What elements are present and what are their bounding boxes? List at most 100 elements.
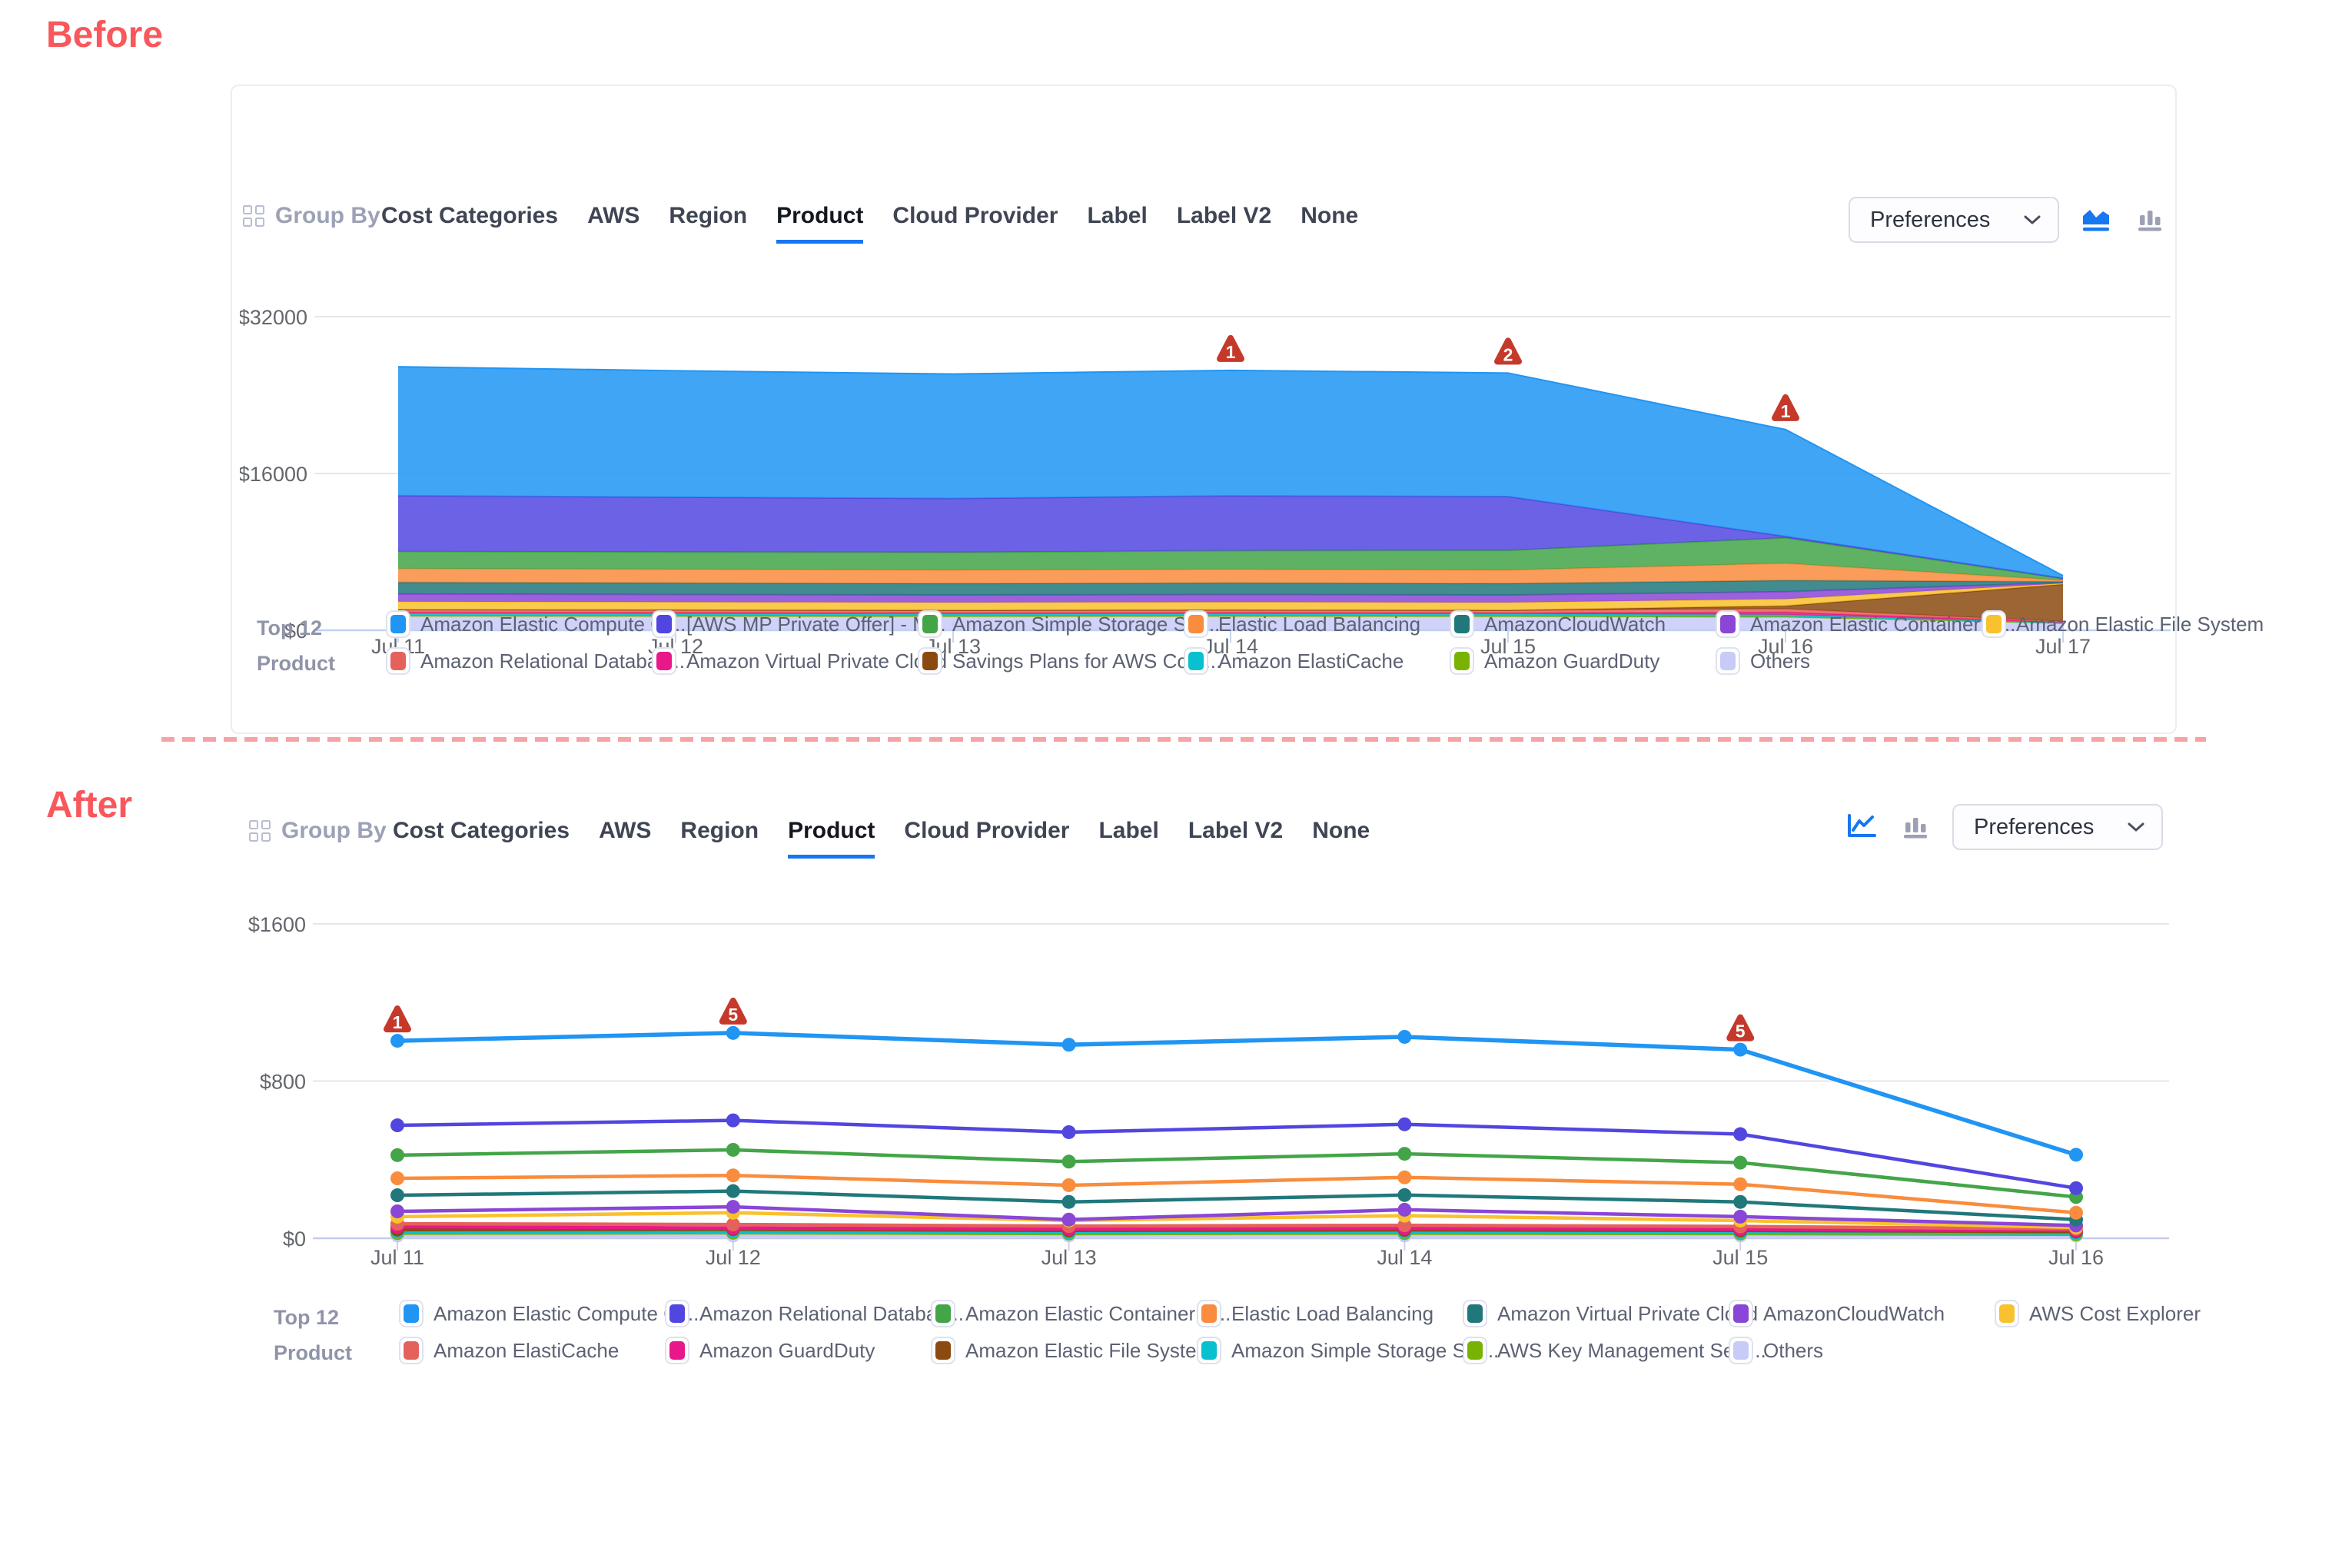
legend-swatch-icon bbox=[1450, 647, 1474, 675]
tab-region[interactable]: Region bbox=[669, 203, 748, 228]
legend-item[interactable]: Amazon Relational Databas... bbox=[386, 647, 685, 675]
legend-item[interactable]: Amazon Virtual Private Cloud bbox=[1463, 1300, 1758, 1327]
legend-label: Amazon Elastic File System bbox=[2016, 612, 2264, 636]
tab-cost-categories[interactable]: Cost Categories bbox=[381, 203, 559, 228]
svg-text:$1600: $1600 bbox=[248, 915, 306, 936]
dashed-divider bbox=[161, 737, 2206, 742]
legend-label: Savings Plans for AWS Com... bbox=[952, 649, 1222, 673]
bar-chart-icon[interactable] bbox=[1899, 811, 1932, 843]
legend-swatch-icon bbox=[1184, 610, 1208, 638]
legend-item[interactable]: Amazon GuardDuty bbox=[1450, 647, 1716, 675]
bar-chart-icon[interactable] bbox=[2133, 204, 2167, 236]
legend-item[interactable]: AmazonCloudWatch bbox=[1450, 610, 1716, 638]
svg-text:2: 2 bbox=[1503, 344, 1513, 364]
svg-text:Jul 12: Jul 12 bbox=[706, 1246, 761, 1269]
legend-swatch-icon bbox=[1729, 1337, 1753, 1364]
svg-text:5: 5 bbox=[728, 1005, 738, 1025]
legend-label: Elastic Load Balancing bbox=[1231, 1301, 1434, 1325]
tab-cloud-provider[interactable]: Cloud Provider bbox=[892, 203, 1058, 228]
after-header: Group By Cost Categories AWS Region Product… bbox=[231, 792, 2177, 884]
legend-label: Amazon Relational Databas... bbox=[420, 649, 685, 673]
legend-item[interactable]: Amazon Elastic Compute Cl... bbox=[386, 610, 686, 638]
tab-aws[interactable]: AWS bbox=[599, 818, 652, 843]
legend-title: Top 12 Product bbox=[274, 1306, 353, 1364]
legend-swatch-icon bbox=[1716, 647, 1740, 675]
legend-item[interactable]: AWS Key Management Serv... bbox=[1463, 1337, 1766, 1364]
legend-item[interactable]: Amazon Elastic File System bbox=[931, 1337, 1213, 1364]
after-controls: Preferences bbox=[1845, 804, 2163, 850]
legend-item[interactable]: Amazon Elastic Container S... bbox=[931, 1300, 1231, 1327]
legend-label: Amazon GuardDuty bbox=[1484, 649, 1660, 673]
legend-item[interactable]: Elastic Load Balancing bbox=[1197, 1300, 1463, 1327]
legend-item[interactable]: Amazon GuardDuty bbox=[665, 1337, 931, 1364]
tab-none[interactable]: None bbox=[1312, 818, 1370, 843]
group-by-grid-icon bbox=[249, 820, 271, 842]
legend-swatch-icon bbox=[1197, 1300, 1221, 1327]
legend-item[interactable]: Amazon Simple Storage Ser... bbox=[918, 610, 1220, 638]
legend-item[interactable]: Others bbox=[1729, 1337, 1995, 1364]
legend-item[interactable]: Others bbox=[1716, 647, 1982, 675]
legend-swatch-icon bbox=[399, 1300, 424, 1327]
legend-item[interactable]: Amazon ElastiCache bbox=[399, 1337, 665, 1364]
legend-item[interactable]: Savings Plans for AWS Com... bbox=[918, 647, 1221, 675]
legend-item[interactable]: Amazon Virtual Private Cloud bbox=[652, 647, 947, 675]
tab-label-v2[interactable]: Label V2 bbox=[1176, 203, 1272, 228]
legend-label: [AWS MP Private Offer] - M... bbox=[686, 612, 946, 636]
svg-text:Jul 16: Jul 16 bbox=[1758, 635, 1813, 658]
legend-items: Amazon Elastic Compute Cl... [AWS MP Priv… bbox=[386, 606, 2264, 679]
legend-item[interactable]: Amazon Relational Databas... bbox=[665, 1300, 964, 1327]
tab-label-v2[interactable]: Label V2 bbox=[1188, 818, 1284, 843]
legend-label: Elastic Load Balancing bbox=[1218, 612, 1421, 636]
legend-item[interactable]: Amazon ElastiCache bbox=[1184, 647, 1450, 675]
svg-text:1: 1 bbox=[1226, 342, 1236, 362]
tab-product[interactable]: Product bbox=[776, 203, 864, 244]
tab-product[interactable]: Product bbox=[788, 818, 875, 859]
group-by-label: Group By bbox=[275, 203, 380, 228]
legend-item[interactable]: Amazon Simple Storage Ser... bbox=[1197, 1337, 1499, 1364]
legend-label: Amazon Elastic Compute Cl... bbox=[420, 612, 686, 636]
tab-cloud-provider[interactable]: Cloud Provider bbox=[904, 818, 1070, 843]
legend-label: Amazon Virtual Private Cloud bbox=[686, 649, 948, 673]
tab-label[interactable]: Label bbox=[1098, 818, 1159, 843]
legend-item[interactable]: AWS Cost Explorer bbox=[1995, 1300, 2261, 1327]
area-chart-icon[interactable] bbox=[2079, 204, 2113, 236]
legend-item[interactable]: Amazon Elastic Compute Cl... bbox=[399, 1300, 699, 1327]
legend-label: Others bbox=[1750, 649, 1811, 673]
legend-swatch-icon bbox=[1463, 1300, 1487, 1327]
preferences-button[interactable]: Preferences bbox=[1952, 804, 2163, 850]
alert-annotation-icon: 1 bbox=[384, 1005, 411, 1032]
preferences-label: Preferences bbox=[1870, 207, 1991, 232]
legend-label: AWS Key Management Serv... bbox=[1497, 1338, 1766, 1362]
legend-item[interactable]: [AWS MP Private Offer] - M... bbox=[652, 610, 946, 638]
legend-swatch-icon bbox=[399, 1337, 424, 1364]
tab-cost-categories[interactable]: Cost Categories bbox=[393, 818, 570, 843]
preferences-button[interactable]: Preferences bbox=[1849, 197, 2059, 243]
legend-item[interactable]: Amazon Elastic File System bbox=[1982, 610, 2264, 638]
after-chart[interactable]: $0 $800 $1600 Jul 11 Jul 12 Jul 13 Jul 14 Jul 1… bbox=[238, 915, 2175, 1284]
alert-annotation-icon: 1 bbox=[1217, 334, 1244, 362]
line-chart-icon[interactable] bbox=[1845, 811, 1879, 843]
legend-swatch-icon bbox=[1729, 1300, 1753, 1327]
svg-text:Jul 14: Jul 14 bbox=[1203, 635, 1258, 658]
alert-annotation-icon: 5 bbox=[719, 997, 747, 1025]
legend-item[interactable]: Amazon Elastic Container S... bbox=[1716, 610, 2015, 638]
legend-item[interactable]: AmazonCloudWatch bbox=[1729, 1300, 1995, 1327]
legend-swatch-icon bbox=[1716, 610, 1740, 638]
before-controls: Preferences bbox=[1849, 197, 2167, 243]
tab-aws[interactable]: AWS bbox=[587, 203, 640, 228]
legend-swatch-icon bbox=[1463, 1337, 1487, 1364]
legend-swatch-icon bbox=[652, 647, 676, 675]
alert-annotation-icon: 5 bbox=[1726, 1014, 1755, 1041]
before-header: Group By Cost Categories AWS Region Product… bbox=[232, 86, 2175, 244]
tab-region[interactable]: Region bbox=[680, 818, 759, 843]
group-by-tabs: Cost Categories AWS Region Product Cloud Pro… bbox=[381, 203, 1358, 244]
legend-item[interactable]: Elastic Load Balancing bbox=[1184, 610, 1450, 638]
tab-label[interactable]: Label bbox=[1087, 203, 1148, 228]
alert-annotation-icon: 2 bbox=[1494, 337, 1522, 365]
legend-label: Amazon ElastiCache bbox=[434, 1338, 620, 1362]
tab-none[interactable]: None bbox=[1301, 203, 1359, 228]
chevron-down-icon bbox=[2024, 215, 2041, 224]
before-label: Before bbox=[46, 15, 164, 55]
before-panel: Group By Cost Categories AWS Region Product… bbox=[231, 85, 2264, 734]
